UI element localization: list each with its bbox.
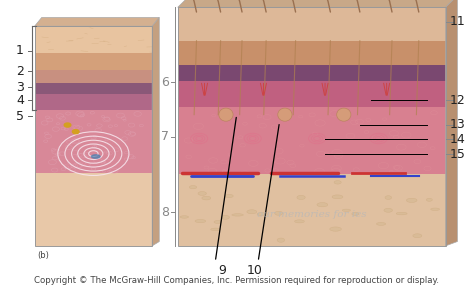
Polygon shape — [178, 0, 457, 7]
Ellipse shape — [198, 191, 206, 195]
Bar — [178, 7, 446, 41]
Bar — [178, 174, 446, 246]
Ellipse shape — [384, 208, 392, 212]
Ellipse shape — [431, 208, 439, 210]
Ellipse shape — [295, 220, 304, 223]
Ellipse shape — [189, 186, 197, 189]
Text: 8: 8 — [161, 206, 169, 219]
Ellipse shape — [275, 211, 283, 215]
Text: 11: 11 — [449, 15, 465, 28]
Ellipse shape — [195, 219, 206, 223]
Polygon shape — [35, 17, 159, 26]
Ellipse shape — [232, 214, 243, 216]
Ellipse shape — [180, 216, 189, 218]
Text: 10: 10 — [247, 264, 263, 276]
Ellipse shape — [396, 212, 407, 215]
Ellipse shape — [413, 234, 422, 238]
Ellipse shape — [219, 108, 233, 121]
Ellipse shape — [247, 210, 257, 214]
Text: 9: 9 — [218, 264, 226, 276]
Ellipse shape — [376, 223, 386, 225]
Ellipse shape — [317, 203, 328, 207]
Text: our memories for ies: our memories for ies — [257, 210, 366, 219]
Text: 1: 1 — [16, 45, 24, 57]
Text: 6: 6 — [161, 76, 169, 88]
Bar — [35, 94, 152, 110]
Ellipse shape — [385, 196, 392, 199]
Text: 7: 7 — [161, 130, 169, 143]
Bar — [35, 110, 152, 173]
Text: 2: 2 — [16, 65, 24, 78]
Ellipse shape — [426, 198, 432, 201]
Bar — [35, 70, 152, 83]
Ellipse shape — [211, 228, 220, 231]
Text: 15: 15 — [449, 148, 465, 161]
Circle shape — [64, 123, 71, 127]
Bar — [35, 53, 152, 70]
Ellipse shape — [342, 209, 350, 212]
Text: 5: 5 — [16, 110, 24, 123]
Bar — [178, 41, 446, 65]
Ellipse shape — [297, 195, 305, 200]
Bar — [178, 7, 446, 246]
Text: 13: 13 — [449, 118, 465, 131]
Ellipse shape — [330, 227, 341, 231]
Ellipse shape — [352, 212, 359, 216]
Polygon shape — [446, 0, 457, 246]
Circle shape — [73, 129, 79, 134]
Ellipse shape — [214, 221, 222, 223]
Ellipse shape — [257, 212, 267, 216]
Bar — [178, 81, 446, 107]
Ellipse shape — [334, 181, 341, 184]
Text: Copyright © The McGraw-Hill Companies, Inc. Permission required for reproduction: Copyright © The McGraw-Hill Companies, I… — [35, 276, 439, 285]
Text: 4: 4 — [16, 94, 24, 107]
Bar — [35, 26, 152, 246]
Ellipse shape — [202, 196, 211, 200]
Text: 12: 12 — [449, 94, 465, 107]
Bar — [35, 83, 152, 94]
Polygon shape — [152, 17, 159, 246]
Bar — [178, 65, 446, 81]
Bar — [35, 26, 152, 53]
Text: 3: 3 — [16, 81, 24, 94]
Ellipse shape — [406, 198, 417, 203]
Text: (b): (b) — [37, 251, 49, 260]
Ellipse shape — [332, 195, 343, 199]
Bar — [178, 107, 446, 174]
Ellipse shape — [278, 108, 292, 121]
Text: 14: 14 — [449, 133, 465, 146]
Ellipse shape — [91, 155, 100, 158]
Ellipse shape — [277, 238, 284, 242]
Ellipse shape — [225, 194, 233, 198]
Bar — [35, 173, 152, 246]
Ellipse shape — [337, 108, 351, 121]
Ellipse shape — [221, 215, 229, 219]
